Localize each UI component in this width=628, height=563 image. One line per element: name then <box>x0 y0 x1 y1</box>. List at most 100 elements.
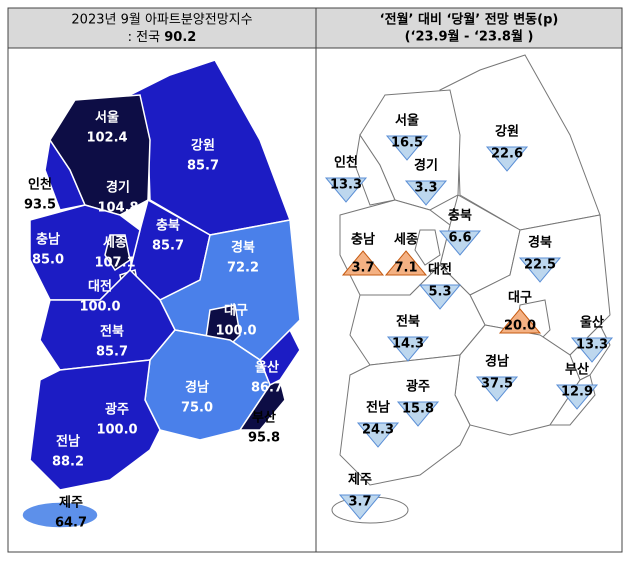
region-name: 충남 <box>36 232 60 248</box>
region-change: 24.3 <box>362 423 394 438</box>
region-name: 경기 <box>106 180 130 196</box>
region-index: 102.4 <box>86 131 127 146</box>
triangle-up <box>498 308 542 334</box>
region-name: 대구 <box>224 304 248 319</box>
region-name: 울산 <box>580 315 604 331</box>
triangle-up <box>341 250 385 276</box>
region-index: 85.0 <box>32 253 64 268</box>
triangle-down <box>438 230 482 256</box>
region-name: 대전 <box>88 279 112 295</box>
triangle-down <box>385 135 429 161</box>
triangle-down <box>485 146 529 172</box>
region-outline <box>339 354 471 486</box>
region-index: 85.7 <box>96 345 128 360</box>
region-index: 100.0 <box>215 324 256 339</box>
region-name: 전남 <box>366 400 390 416</box>
right-map <box>331 54 611 524</box>
national-index: 90.2 <box>164 30 196 45</box>
triangle-down <box>396 401 440 427</box>
region-name: 대구 <box>508 291 532 306</box>
region-change: 12.9 <box>561 385 593 400</box>
region-change: 13.3 <box>330 178 362 193</box>
triangle-down <box>518 257 562 283</box>
region-change: 7.1 <box>394 261 417 276</box>
region-change: 15.8 <box>402 402 434 417</box>
region-name: 경기 <box>414 158 438 174</box>
region-change: 20.0 <box>504 319 536 334</box>
triangle-down <box>338 494 382 520</box>
region-name: 울산 <box>255 360 279 376</box>
region-name: 충남 <box>351 232 375 248</box>
region-change: 5.3 <box>428 285 451 300</box>
region-index: 100.0 <box>96 423 137 438</box>
region-name: 인천 <box>28 177 52 193</box>
triangle-up <box>384 250 428 276</box>
region-name: 전북 <box>100 324 124 340</box>
region-change: 37.5 <box>481 377 513 392</box>
region-name: 충북 <box>448 208 472 224</box>
region-change: 22.5 <box>524 258 556 273</box>
triangle-down <box>418 284 462 310</box>
region-index: 86.7 <box>251 381 283 396</box>
region-name: 세종 <box>103 236 127 251</box>
region-change: 22.6 <box>491 147 523 162</box>
region-name: 경북 <box>528 235 552 251</box>
region-index: 72.2 <box>227 261 259 276</box>
region-name: 경북 <box>231 240 255 256</box>
region-outline <box>414 229 441 266</box>
region-name: 충북 <box>156 218 180 234</box>
region-index: 64.7 <box>55 516 87 531</box>
region-change: 14.3 <box>392 337 424 352</box>
region-change: 6.6 <box>448 231 471 246</box>
region-name: 세종 <box>394 233 418 248</box>
right-subtitle: (‘23.9월 - ‘23.8월 ) <box>405 29 534 45</box>
header-row <box>7 7 623 49</box>
region-shape <box>104 234 131 272</box>
region-index: 107.1 <box>94 256 135 271</box>
region-name: 서울 <box>95 110 119 126</box>
region-index: 100.0 <box>79 300 120 315</box>
region-index: 75.0 <box>181 401 213 416</box>
region-name: 강원 <box>191 138 215 154</box>
region-index: 88.2 <box>52 455 84 470</box>
triangle-down <box>570 337 614 363</box>
region-index: 95.8 <box>248 431 280 446</box>
region-shape <box>29 359 161 491</box>
triangle-down <box>475 376 519 402</box>
region-shape <box>238 378 286 431</box>
region-index: 93.5 <box>24 198 56 213</box>
region-name: 제주 <box>59 496 83 511</box>
subtitle-prefix: : 전국 <box>128 30 160 45</box>
region-change: 13.3 <box>576 338 608 353</box>
left-title: 2023년 9월 아파트분양전망지수 <box>71 13 252 28</box>
triangle-down <box>386 336 430 362</box>
region-name: 광주 <box>105 403 129 418</box>
region-change: 3.3 <box>414 181 437 196</box>
region-index: 85.7 <box>187 159 219 174</box>
triangle-down <box>356 422 400 448</box>
region-name: 경남 <box>485 354 509 370</box>
region-change: 3.7 <box>351 261 374 276</box>
triangle-down <box>324 177 368 203</box>
left-map <box>21 59 301 529</box>
region-change: 3.7 <box>348 495 371 510</box>
region-name: 부산 <box>252 410 276 426</box>
region-index: 85.7 <box>152 239 184 254</box>
region-name: 부산 <box>565 362 589 378</box>
labels: 서울 102.4 서울 16.5 강원 85.7 강원 22.6 인천 93.5 인천 13.3 경기 1… <box>24 110 614 531</box>
region-name: 서울 <box>395 113 419 129</box>
right-title: ‘전월’ 대비 ‘당월’ 전망 변동(p) <box>380 12 559 28</box>
region-name: 인천 <box>334 155 358 171</box>
region-name: 강원 <box>495 124 519 140</box>
triangle-down <box>404 180 448 206</box>
region-name: 광주 <box>406 380 430 395</box>
region-change: 16.5 <box>391 136 423 151</box>
triangle-down <box>555 384 599 410</box>
region-name: 대전 <box>428 262 452 278</box>
region-name: 전북 <box>396 314 420 330</box>
region-name: 제주 <box>348 473 372 488</box>
region-index: 104.8 <box>97 201 138 216</box>
region-shape <box>21 501 99 529</box>
